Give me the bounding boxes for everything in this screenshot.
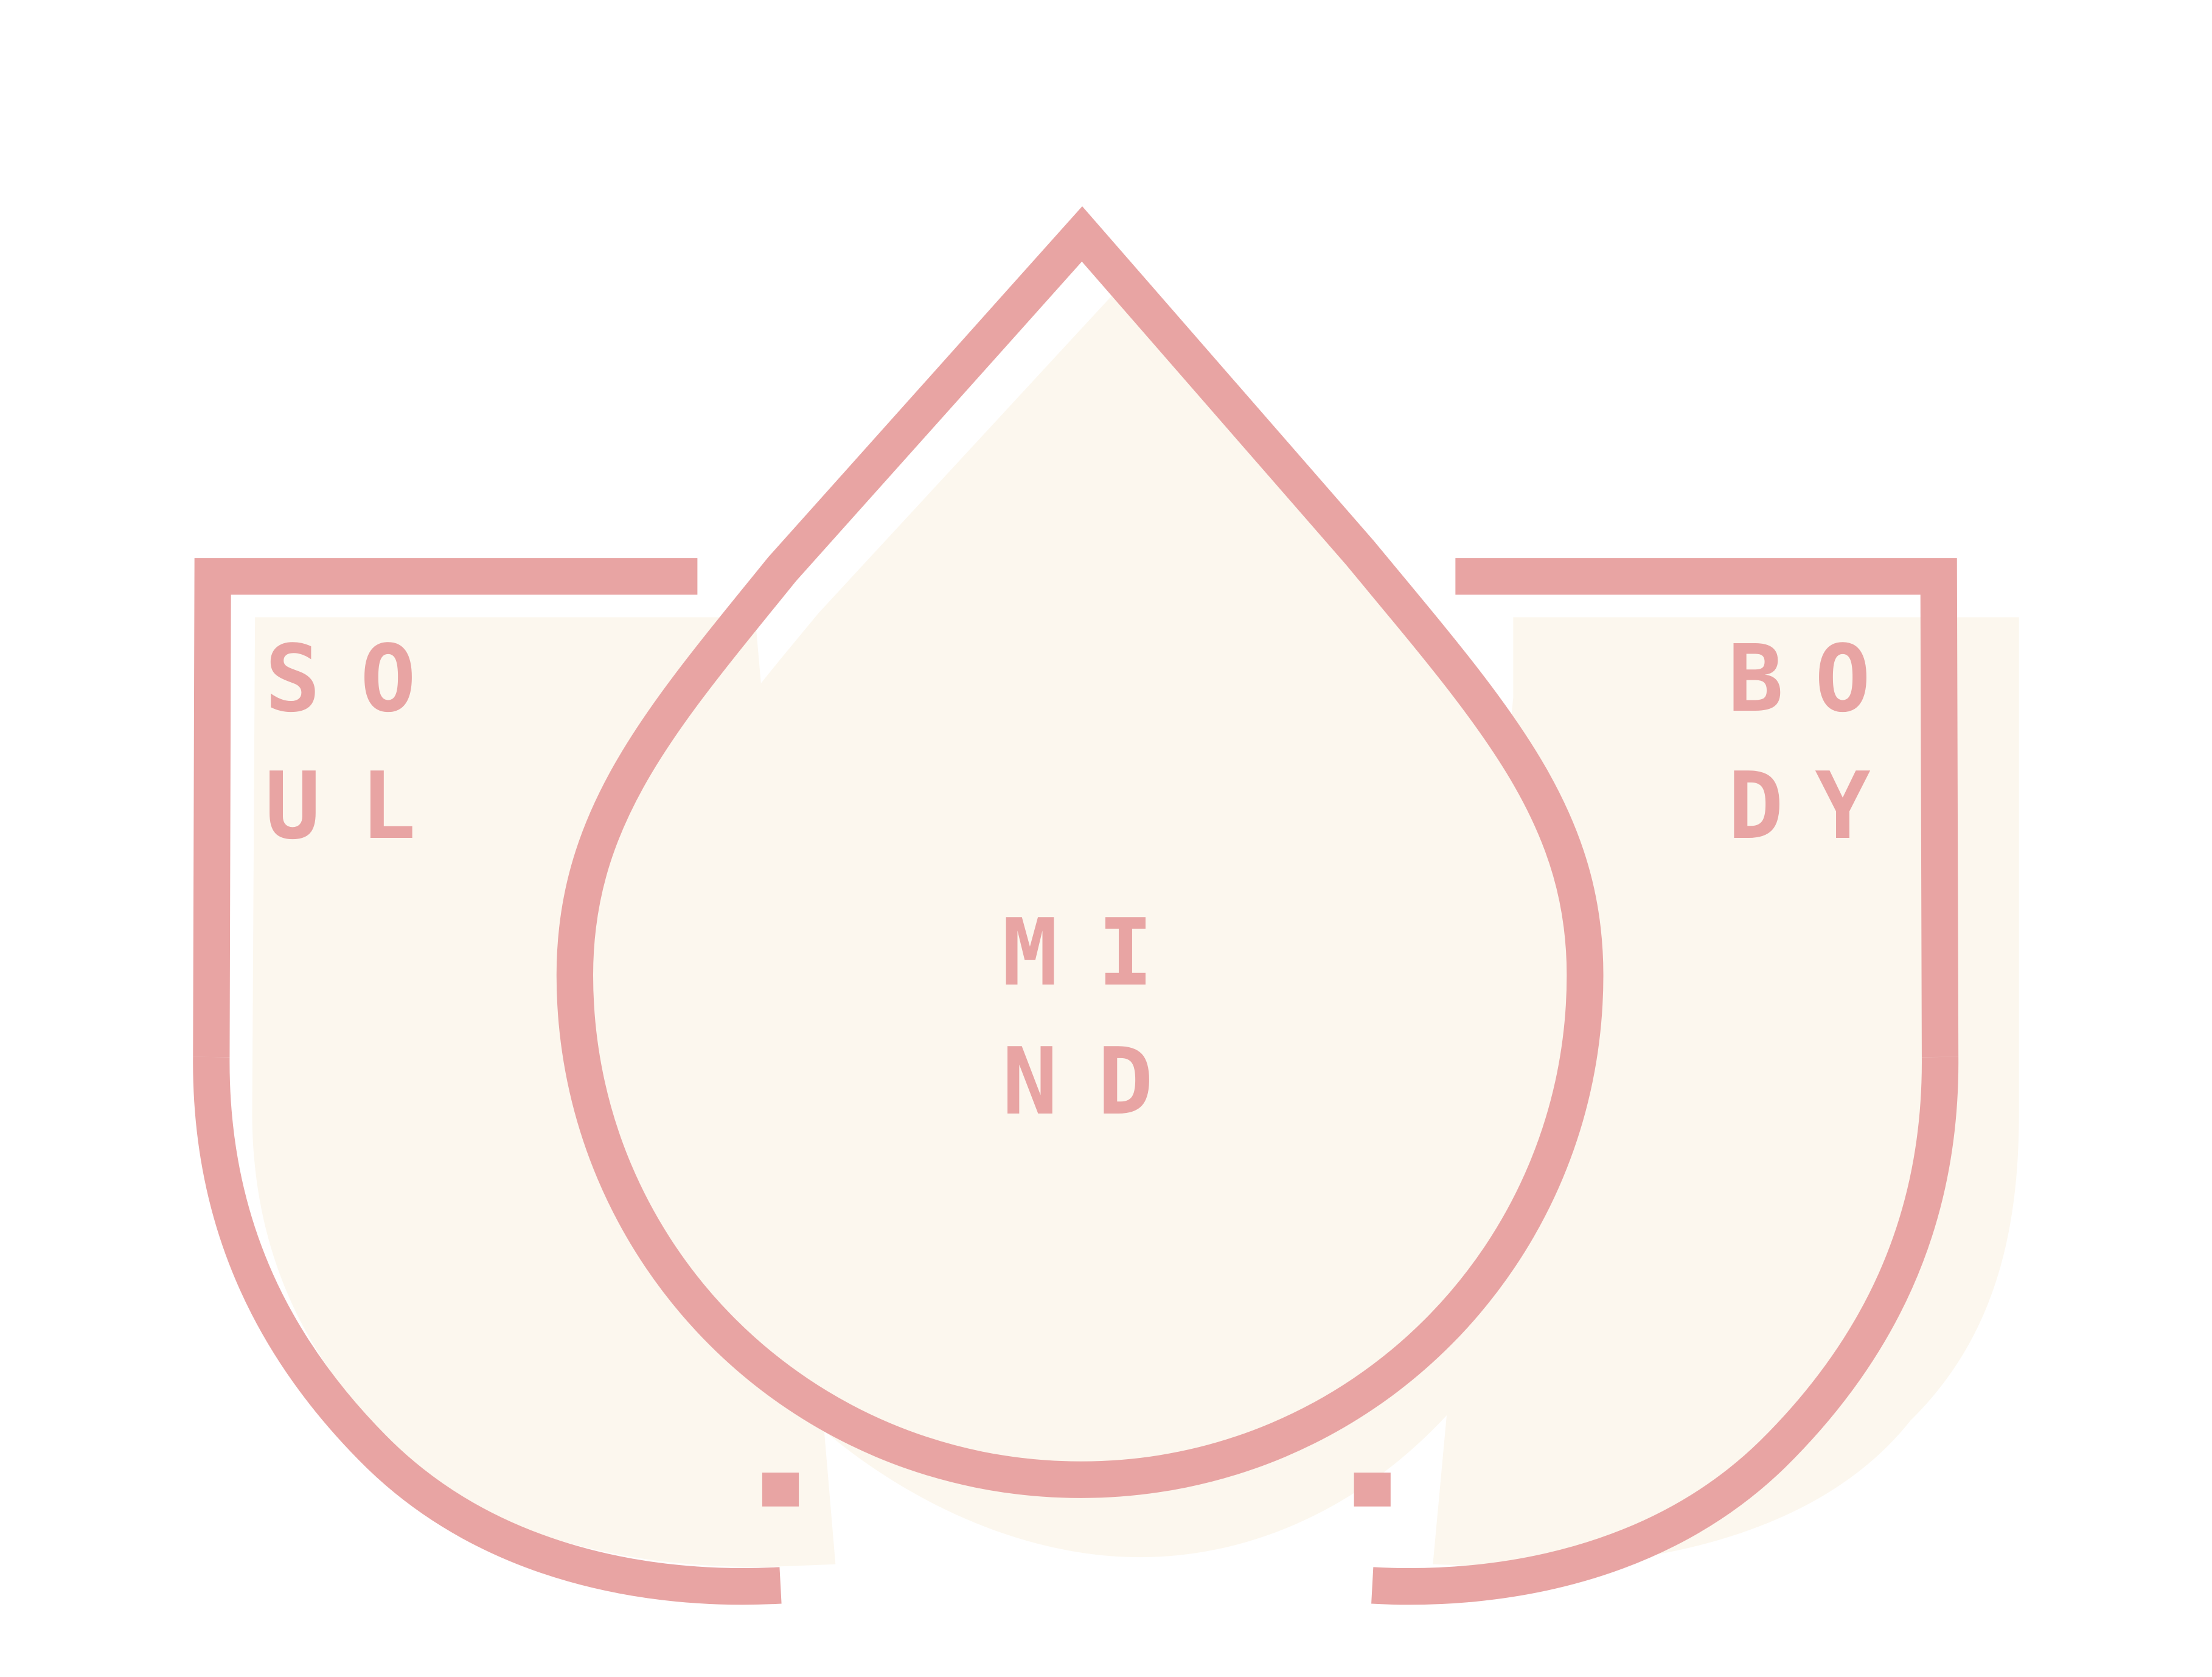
left-petal-outline-curve (193, 1056, 782, 1605)
mind-letter-i: I (1097, 899, 1153, 1006)
mind-letter-m: M (1002, 899, 1058, 1006)
left-petal-outline (193, 558, 698, 1058)
soul-letter-o: O (360, 625, 416, 733)
right-petal-outline (1455, 558, 1959, 1058)
mind-letter-n: N (1002, 1028, 1058, 1135)
center-petal-fill (628, 296, 1591, 1558)
body-letter-y: Y (1815, 752, 1871, 860)
body-letter-d: D (1728, 752, 1784, 860)
body-letter-o: O (1815, 625, 1871, 733)
soul-letter-s: S (265, 625, 321, 733)
center-petal-outline (556, 206, 1604, 1498)
mind-letter-d: D (1097, 1028, 1153, 1135)
soul-letter-u: U (265, 752, 321, 860)
body-letter-b: B (1728, 625, 1784, 733)
soul-letter-l: L (360, 752, 416, 860)
right-petal-outline-curve (1371, 1056, 1959, 1605)
